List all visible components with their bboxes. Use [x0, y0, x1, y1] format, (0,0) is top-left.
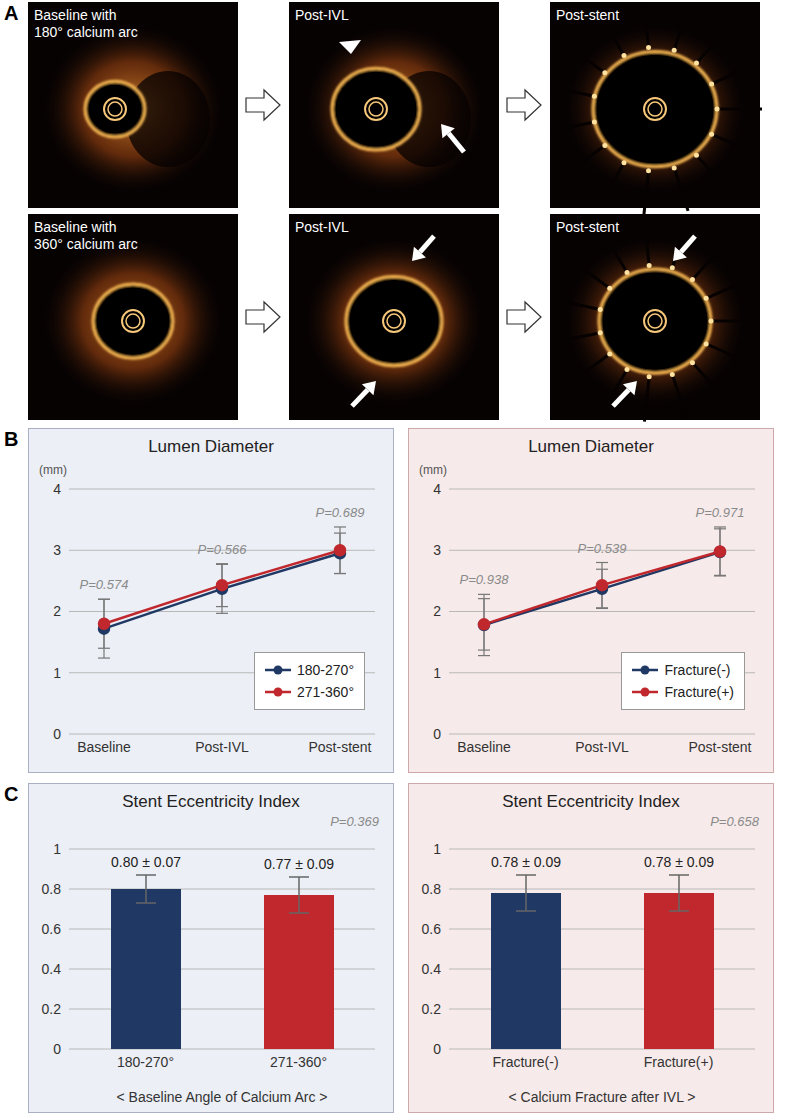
- svg-text:P=0.938: P=0.938: [460, 572, 510, 587]
- svg-text:Post-stent: Post-stent: [308, 739, 371, 755]
- svg-text:A: A: [4, 2, 18, 24]
- svg-text:3: 3: [433, 542, 441, 558]
- svg-text:< Baseline Angle of Calcium Ar: < Baseline Angle of Calcium Arc >: [117, 1089, 328, 1105]
- svg-text:Post-stent: Post-stent: [688, 739, 751, 755]
- svg-text:2: 2: [53, 603, 61, 619]
- html-text:Lumen Diameter: Lumen Diameter: [148, 437, 274, 456]
- svg-text:Baseline: Baseline: [457, 739, 511, 755]
- svg-text:Fracture(+): Fracture(+): [644, 1054, 714, 1070]
- svg-text:< Calcium Fracture after IVL >: < Calcium Fracture after IVL >: [509, 1089, 696, 1105]
- svg-text:P=0.689: P=0.689: [316, 505, 365, 520]
- html-text:P=0.658: P=0.658: [710, 814, 759, 829]
- svg-text:0: 0: [53, 1041, 61, 1057]
- svg-text:Baseline with180° calcium arc: Baseline with180° calcium arc: [34, 7, 138, 40]
- svg-text:Post-IVL: Post-IVL: [575, 739, 629, 755]
- html-text:B: B: [4, 428, 19, 450]
- svg-text:2: 2: [433, 603, 441, 619]
- svg-text:Baseline with360° calcium arc: Baseline with360° calcium arc: [34, 219, 138, 252]
- svg-text:1: 1: [433, 665, 441, 681]
- html-text:Fracture(+): Fracture(+): [664, 684, 734, 700]
- svg-text:4: 4: [53, 481, 61, 497]
- html-text:271-360°: 271-360°: [297, 684, 354, 700]
- svg-text:3: 3: [53, 542, 61, 558]
- html-text:Lumen Diameter: Lumen Diameter: [528, 437, 654, 456]
- html-text:Fracture(-): Fracture(-): [664, 662, 731, 678]
- svg-text:P=0.574: P=0.574: [80, 577, 129, 592]
- svg-text:Post-stent: Post-stent: [556, 219, 619, 235]
- svg-text:0.2: 0.2: [42, 1001, 62, 1017]
- html-text:(mm): (mm): [419, 463, 447, 477]
- svg-text:1: 1: [433, 841, 441, 857]
- html-text:(mm): (mm): [39, 463, 67, 477]
- svg-text:0.77 ± 0.09: 0.77 ± 0.09: [264, 856, 334, 872]
- svg-text:0.4: 0.4: [422, 961, 442, 977]
- svg-text:0.80 ± 0.07: 0.80 ± 0.07: [111, 854, 181, 870]
- svg-text:4: 4: [433, 481, 441, 497]
- svg-text:1: 1: [53, 841, 61, 857]
- svg-text:P=0.566: P=0.566: [198, 542, 248, 557]
- svg-text:Post-IVL: Post-IVL: [295, 7, 349, 23]
- html-text:P=0.369: P=0.369: [330, 814, 379, 829]
- svg-text:P=0.539: P=0.539: [578, 541, 627, 556]
- svg-text:271-360°: 271-360°: [270, 1054, 327, 1070]
- svg-text:0.78 ± 0.09: 0.78 ± 0.09: [491, 854, 561, 870]
- svg-text:Fracture(-): Fracture(-): [492, 1054, 558, 1070]
- html-text:C: C: [4, 783, 19, 805]
- svg-text:Post-IVL: Post-IVL: [195, 739, 249, 755]
- svg-text:Post-stent: Post-stent: [556, 7, 619, 23]
- html-text:Stent Eccentricity Index: Stent Eccentricity Index: [502, 792, 680, 811]
- html-text:180-270°: 180-270°: [297, 662, 354, 678]
- svg-text:0.6: 0.6: [422, 921, 442, 937]
- svg-text:0.4: 0.4: [42, 961, 62, 977]
- svg-text:180-270°: 180-270°: [117, 1054, 174, 1070]
- svg-text:Baseline: Baseline: [77, 739, 131, 755]
- svg-text:0: 0: [433, 1041, 441, 1057]
- svg-text:1: 1: [53, 665, 61, 681]
- svg-text:P=0.971: P=0.971: [696, 505, 745, 520]
- svg-text:0: 0: [53, 726, 61, 742]
- svg-text:0.8: 0.8: [42, 881, 62, 897]
- svg-text:0.8: 0.8: [422, 881, 442, 897]
- svg-text:0.2: 0.2: [422, 1001, 442, 1017]
- svg-text:Post-IVL: Post-IVL: [295, 219, 349, 235]
- svg-text:0.78 ± 0.09: 0.78 ± 0.09: [644, 854, 714, 870]
- html-text:Stent Eccentricity Index: Stent Eccentricity Index: [122, 792, 300, 811]
- svg-text:0: 0: [433, 726, 441, 742]
- svg-text:0.6: 0.6: [42, 921, 62, 937]
